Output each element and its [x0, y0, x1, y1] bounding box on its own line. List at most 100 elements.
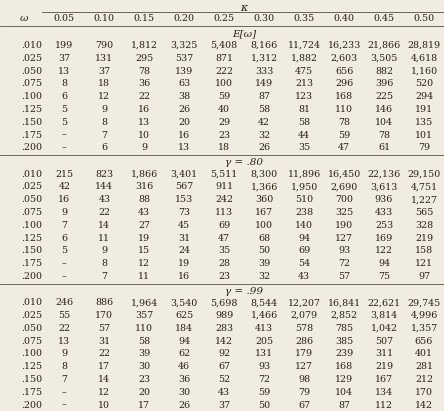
Text: 222: 222 [215, 67, 233, 76]
Text: 131: 131 [95, 54, 113, 63]
Text: .075: .075 [21, 337, 42, 346]
Text: 22: 22 [58, 324, 71, 333]
Text: 9: 9 [61, 349, 67, 358]
Text: 153: 153 [175, 195, 194, 204]
Text: 37: 37 [58, 54, 71, 63]
Text: 62: 62 [178, 349, 190, 358]
Text: 205: 205 [255, 337, 273, 346]
Text: 35: 35 [218, 247, 230, 255]
Text: 1,227: 1,227 [411, 195, 437, 204]
Text: 135: 135 [415, 118, 433, 127]
Text: 79: 79 [298, 388, 310, 397]
Text: 68: 68 [258, 233, 270, 242]
Text: 19: 19 [138, 233, 151, 242]
Text: 0.10: 0.10 [94, 14, 115, 23]
Text: 26: 26 [258, 143, 270, 152]
Text: 27: 27 [138, 221, 151, 230]
Text: 12: 12 [98, 388, 111, 397]
Text: .200: .200 [21, 143, 42, 152]
Text: 54: 54 [298, 259, 310, 268]
Text: 142: 142 [415, 401, 433, 410]
Text: 16,233: 16,233 [327, 41, 361, 50]
Text: 239: 239 [335, 349, 353, 358]
Text: 158: 158 [415, 247, 433, 255]
Text: 191: 191 [415, 105, 433, 114]
Text: 16: 16 [58, 195, 71, 204]
Text: 72: 72 [258, 375, 270, 384]
Text: 110: 110 [135, 324, 153, 333]
Text: 170: 170 [95, 311, 113, 320]
Text: 385: 385 [335, 337, 353, 346]
Text: .175: .175 [21, 259, 42, 268]
Text: 46: 46 [178, 362, 190, 371]
Text: 7: 7 [101, 131, 107, 140]
Text: 26: 26 [178, 401, 190, 410]
Text: 127: 127 [335, 233, 353, 242]
Text: 58: 58 [258, 105, 270, 114]
Text: 139: 139 [175, 67, 194, 76]
Text: 10: 10 [98, 401, 111, 410]
Text: 578: 578 [295, 324, 313, 333]
Text: 8: 8 [101, 259, 107, 268]
Text: 169: 169 [375, 233, 393, 242]
Text: 61: 61 [378, 143, 390, 152]
Text: 19: 19 [178, 259, 190, 268]
Text: 357: 357 [135, 311, 154, 320]
Text: 113: 113 [215, 208, 233, 217]
Text: 67: 67 [218, 362, 230, 371]
Text: 656: 656 [415, 337, 433, 346]
Text: 44: 44 [298, 131, 310, 140]
Text: 2,852: 2,852 [330, 311, 358, 320]
Text: 225: 225 [375, 92, 393, 101]
Text: 3,325: 3,325 [170, 41, 198, 50]
Text: 1,964: 1,964 [131, 298, 158, 307]
Text: 55: 55 [58, 311, 71, 320]
Text: 9: 9 [61, 208, 67, 217]
Text: 16: 16 [138, 105, 151, 114]
Text: 22,621: 22,621 [368, 298, 400, 307]
Text: 242: 242 [215, 195, 233, 204]
Text: 2,079: 2,079 [290, 311, 318, 320]
Text: .100: .100 [21, 92, 42, 101]
Text: 4,751: 4,751 [410, 182, 438, 192]
Text: 294: 294 [415, 92, 433, 101]
Text: 104: 104 [375, 118, 393, 127]
Text: 16,841: 16,841 [328, 298, 361, 307]
Text: .150: .150 [21, 118, 42, 127]
Text: 31: 31 [178, 233, 190, 242]
Text: 94: 94 [298, 233, 310, 242]
Text: 475: 475 [295, 67, 313, 76]
Text: 12: 12 [98, 92, 111, 101]
Text: 16,450: 16,450 [328, 170, 361, 179]
Text: 167: 167 [375, 375, 393, 384]
Text: 295: 295 [135, 54, 154, 63]
Text: 17: 17 [138, 401, 151, 410]
Text: 18: 18 [218, 143, 230, 152]
Text: 989: 989 [215, 311, 234, 320]
Text: 238: 238 [295, 208, 313, 217]
Text: 140: 140 [295, 221, 313, 230]
Text: 168: 168 [335, 92, 353, 101]
Text: 0.35: 0.35 [293, 14, 315, 23]
Text: 8: 8 [61, 79, 67, 88]
Text: 871: 871 [215, 54, 233, 63]
Text: 42: 42 [58, 182, 71, 192]
Text: 127: 127 [295, 362, 313, 371]
Text: 30: 30 [178, 388, 190, 397]
Text: 936: 936 [375, 195, 393, 204]
Text: 9: 9 [101, 247, 107, 255]
Text: 567: 567 [175, 182, 194, 192]
Text: –: – [62, 401, 67, 410]
Text: 401: 401 [415, 349, 433, 358]
Text: 6: 6 [61, 92, 67, 101]
Text: 565: 565 [415, 208, 433, 217]
Text: 26: 26 [178, 105, 190, 114]
Text: 168: 168 [335, 362, 353, 371]
Text: 316: 316 [135, 182, 154, 192]
Text: –: – [62, 272, 67, 281]
Text: .025: .025 [21, 182, 42, 192]
Text: 18: 18 [98, 79, 111, 88]
Text: 179: 179 [295, 349, 313, 358]
Text: 31: 31 [98, 337, 111, 346]
Text: 39: 39 [258, 259, 270, 268]
